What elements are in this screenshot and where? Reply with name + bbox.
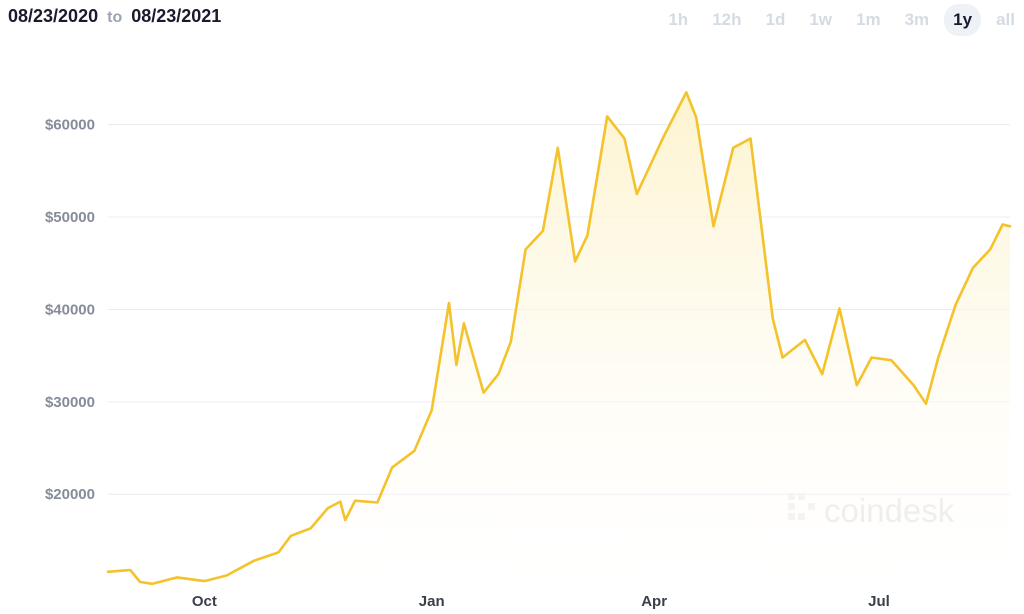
timeframe-3m[interactable]: 3m [904,10,930,29]
price-line [106,91,1012,586]
timeframe-1y[interactable]: 1y [944,4,982,36]
timeframe-12h[interactable]: 12h [712,10,742,29]
x-tick-label: Oct [192,593,217,610]
price-area-fill [108,92,1010,584]
timeframe-1d[interactable]: 1d [765,10,786,29]
timeframe-selector: 1h 12h 1d 1w 1m 3m 1y all [653,4,1024,36]
y-tick-label: $30000 [45,394,95,411]
date-range: 08/23/2020 to 08/23/2021 [8,6,221,27]
y-axis-labels: $20000 $30000 $40000 $50000 $60000 [45,117,95,504]
timeframe-1w[interactable]: 1w [809,10,833,29]
x-tick-label: Jul [868,593,890,610]
x-axis-labels: Oct Jan Apr Jul [192,593,890,610]
x-tick-label: Apr [641,593,667,610]
y-tick-label: $60000 [45,117,95,134]
x-tick-label: Jan [419,593,445,610]
y-tick-label: $20000 [45,486,95,503]
date-range-separator: to [107,9,123,26]
timeframe-1h[interactable]: 1h [668,10,689,29]
timeframe-all[interactable]: all [996,10,1015,29]
y-tick-label: $40000 [45,301,95,318]
y-tick-label: $50000 [45,209,95,226]
timeframe-1m[interactable]: 1m [856,10,881,29]
date-range-end: 08/23/2021 [131,6,222,26]
date-range-start: 08/23/2020 [8,6,99,26]
